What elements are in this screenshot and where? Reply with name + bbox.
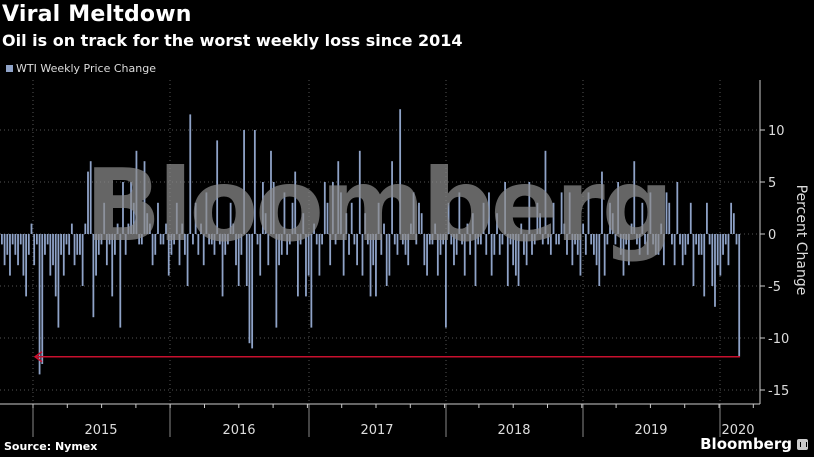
svg-text:-5: -5 <box>768 280 781 295</box>
svg-text:2020: 2020 <box>721 423 754 438</box>
svg-text:2019: 2019 <box>634 423 667 438</box>
svg-text:-10: -10 <box>768 332 789 347</box>
source-note: Source: Nymex <box>4 440 98 453</box>
svg-text:5: 5 <box>768 176 776 191</box>
legend: WTI Weekly Price Change <box>6 62 156 75</box>
chart-title: Viral Meltdown <box>2 2 192 27</box>
chart-subtitle: Oil is on track for the worst weekly los… <box>2 31 463 50</box>
legend-label: WTI Weekly Price Change <box>16 62 156 75</box>
legend-swatch <box>6 65 13 72</box>
svg-text:0: 0 <box>768 228 776 243</box>
svg-text:2018: 2018 <box>497 423 530 438</box>
svg-text:2017: 2017 <box>360 423 393 438</box>
svg-text:-15: -15 <box>768 384 789 399</box>
bloomberg-chart-icon <box>797 438 808 450</box>
svg-text:10: 10 <box>768 124 785 139</box>
svg-text:2015: 2015 <box>84 423 117 438</box>
svg-text:2016: 2016 <box>222 423 255 438</box>
brand-text: Bloomberg <box>700 435 792 453</box>
svg-text:Percent Change: Percent Change <box>793 185 809 296</box>
brand-logo: Bloomberg <box>700 435 808 453</box>
